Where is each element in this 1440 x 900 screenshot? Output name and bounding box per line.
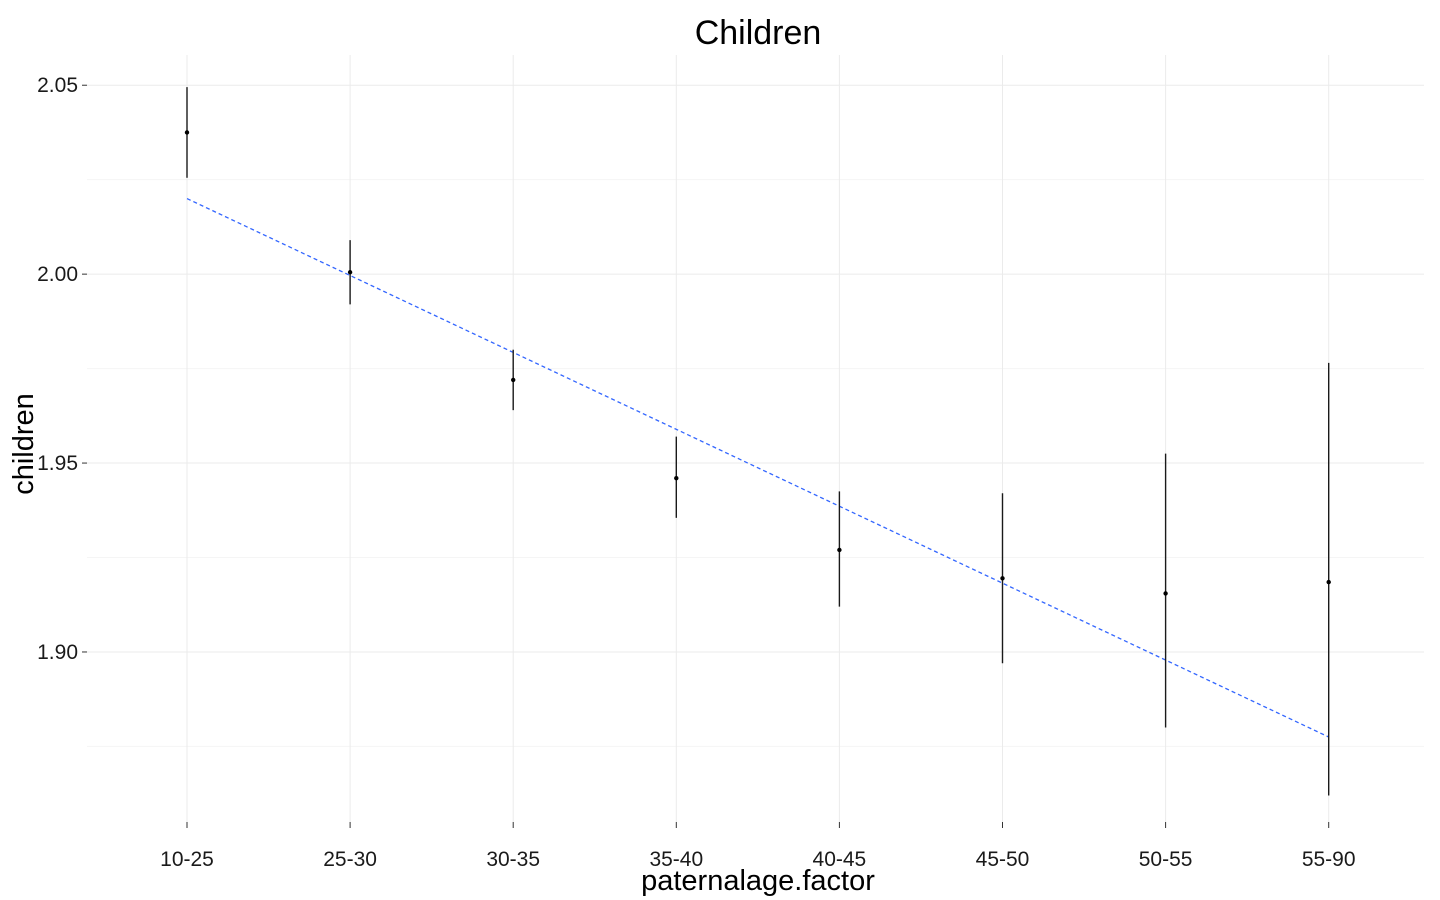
data-point — [837, 547, 842, 553]
x-axis: 10-25 25-30 30-35 35-40 40-45 45-50 50-55 55-90 — [160, 822, 1356, 871]
x-tick-label: 50-55 — [1139, 848, 1193, 871]
data-point — [347, 270, 353, 275]
trend-line — [186, 197, 1329, 738]
y-tick-label: 2.00 — [37, 263, 78, 286]
marks — [184, 87, 1331, 796]
x-tick-label: 10-25 — [160, 848, 214, 871]
data-point — [511, 377, 516, 383]
y-axis-title: children — [8, 393, 40, 495]
data-point — [184, 130, 190, 135]
chart-title: Children — [695, 14, 822, 52]
data-point — [1326, 579, 1331, 585]
x-tick-label: 25-30 — [323, 848, 377, 871]
data-point — [1000, 576, 1005, 581]
x-axis-title: paternalage.factor — [641, 865, 875, 897]
x-tick-label: 45-50 — [976, 848, 1030, 871]
y-tick-label: 2.05 — [37, 74, 78, 97]
y-tick-label: 1.90 — [37, 641, 78, 664]
x-tick-label: 35-40 — [649, 848, 703, 871]
x-tick-label: 55-90 — [1302, 848, 1356, 871]
data-point — [674, 475, 679, 481]
trend-layer — [186, 197, 1329, 738]
x-tick-label: 30-35 — [486, 848, 540, 871]
y-tick-label: 1.95 — [37, 452, 78, 475]
grid — [87, 55, 1424, 822]
data-point — [1163, 591, 1168, 596]
y-axis: 1.90 1.95 2.00 2.05 — [37, 74, 87, 664]
x-tick-label: 40-45 — [813, 848, 867, 871]
